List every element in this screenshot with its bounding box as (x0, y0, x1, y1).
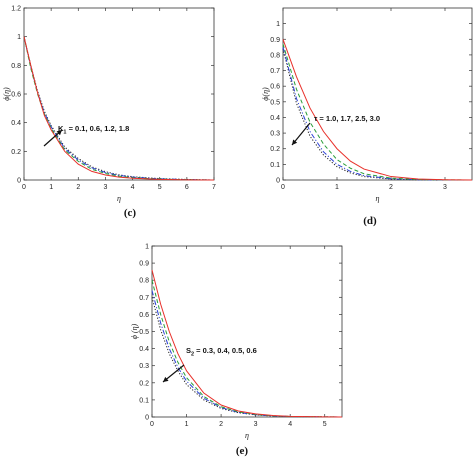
y-tick-label: 1 (276, 21, 280, 28)
y-tick-label: 0.9 (139, 261, 149, 268)
panel-label: (d) (363, 215, 377, 227)
x-tick-label: 3 (103, 184, 107, 191)
parameter-annotation: S2 = 0.3, 0.4, 0.5, 0.6 (186, 346, 257, 358)
x-tick-label: 1 (185, 421, 189, 428)
plot-frame (151, 245, 343, 418)
y-tick-label: 0.1 (270, 162, 280, 169)
x-tick-label: 0 (150, 421, 154, 428)
y-tick-label: 0.9 (270, 37, 280, 44)
plot-frame (282, 7, 473, 181)
chart-panel-c: 0 1 2 3 4 5 6 7 0 0.2 0.4 0.6 0.8 1 1.2 η ϕ(η) K1 = 0.1, … (2, 6, 216, 220)
y-tick-label: 0.3 (270, 131, 280, 138)
x-tick-label: 2 (76, 184, 80, 191)
chart-panel-e: 0 1 2 3 4 5 0 0.1 0.2 0.3 0.4 0.5 0.6 0.7 0.8 0.9 1 η ϕ (η… (130, 244, 343, 457)
y-tick-label: 0.8 (270, 52, 280, 59)
y-axis-label: ϕ(η) (2, 87, 11, 101)
y-tick-label: 0.3 (139, 363, 149, 370)
plot-frame (23, 7, 215, 181)
y-tick-label: 1 (145, 244, 149, 251)
y-tick-label: 0.4 (270, 115, 280, 122)
x-tick-label: 4 (131, 184, 135, 191)
y-tick-label: 0.5 (270, 99, 280, 106)
series-line-1 (151, 269, 343, 418)
y-tick-label: 1.2 (11, 6, 21, 13)
y-tick-label: 0.6 (11, 92, 21, 99)
x-tick-label: 5 (158, 184, 162, 191)
x-axis-label: η (376, 194, 380, 203)
x-tick-label: 1 (335, 184, 339, 191)
series-line-1 (282, 39, 473, 181)
y-tick-label: 0.2 (270, 146, 280, 153)
y-tick-label: 0.2 (139, 380, 149, 387)
trend-arrowhead (56, 130, 62, 136)
y-axis-label: ϕ (η) (130, 323, 139, 339)
y-tick-label: 1 (17, 34, 21, 41)
series-line-3 (23, 36, 215, 181)
y-tick-label: 0 (17, 178, 21, 185)
y-tick-label: 0.2 (11, 149, 21, 156)
trend-arrowhead (292, 139, 298, 145)
panel-label: (e) (236, 445, 249, 457)
x-tick-label: 0 (22, 184, 26, 191)
y-tick-label: 0.8 (11, 63, 21, 70)
x-tick-label: 2 (219, 421, 223, 428)
x-axis-label: η (117, 194, 121, 203)
y-tick-label: 0.6 (139, 312, 149, 319)
series-line-1 (23, 36, 215, 181)
series-line-3 (282, 46, 472, 181)
y-tick-label: 0 (145, 415, 149, 422)
y-tick-label: 0.4 (139, 346, 149, 353)
x-tick-label: 1 (49, 184, 53, 191)
parameter-annotation: τ = 1.0, 1.7, 2.5, 3.0 (314, 114, 380, 123)
x-tick-label: 7 (212, 184, 216, 191)
x-tick-label: 4 (288, 421, 292, 428)
y-tick-label: 0.1 (139, 397, 149, 404)
chart-panel-d: 0 1 2 3 0 0.1 0.2 0.3 0.4 0.5 0.6 0.7 0.8 0.9 1 η ϕ(η) τ … (261, 7, 473, 227)
y-tick-label: 0.5 (139, 329, 149, 336)
x-tick-label: 3 (254, 421, 258, 428)
parameter-annotation: K1 = 0.1, 0.6, 1.2, 1.8 (58, 124, 129, 136)
x-tick-label: 3 (443, 184, 447, 191)
x-tick-label: 5 (323, 421, 327, 428)
y-tick-label: 0.7 (139, 295, 149, 302)
panel-label: (c) (124, 207, 137, 219)
series-line-2 (151, 280, 343, 418)
y-tick-label: 0.6 (270, 84, 280, 91)
x-tick-label: 0 (281, 184, 285, 191)
y-tick-label: 0.8 (139, 278, 149, 285)
x-tick-label: 6 (185, 184, 189, 191)
y-axis-label: ϕ(η) (261, 87, 270, 101)
series-line-4 (282, 48, 472, 181)
x-tick-label: 2 (389, 184, 393, 191)
y-tick-label: 0.7 (270, 68, 280, 75)
y-tick-label: 0 (276, 178, 280, 185)
x-axis-label: η (245, 431, 249, 440)
trend-arrowhead (163, 376, 169, 382)
y-tick-label: 0.4 (11, 120, 21, 127)
